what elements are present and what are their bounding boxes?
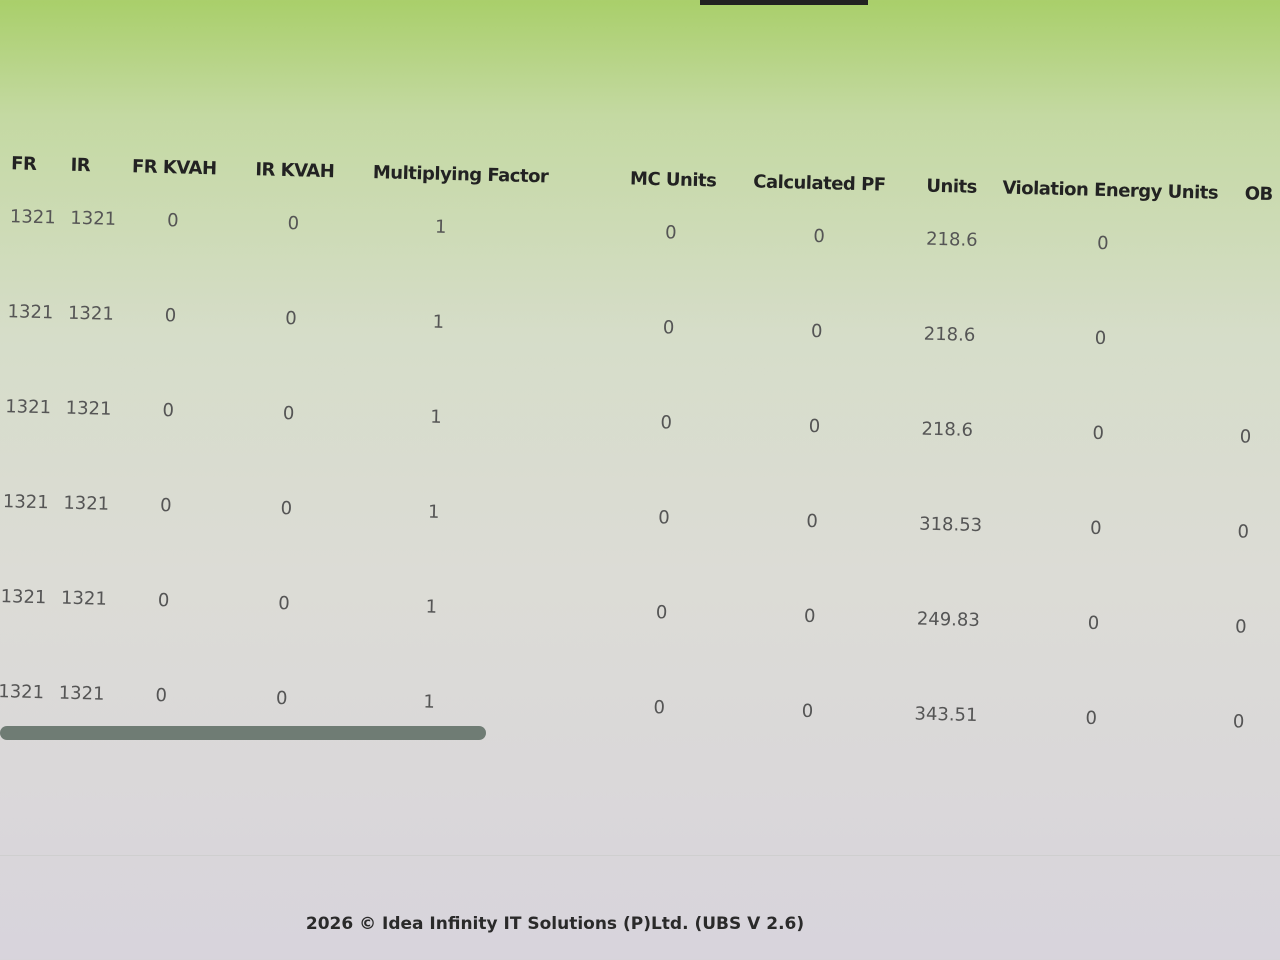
table-cell: 1321 (65, 397, 112, 420)
table-cell: 1321 (2, 491, 49, 514)
table-cell: 249.83 (916, 608, 981, 632)
table-cell: 0 (278, 592, 291, 615)
top-bar (700, 0, 868, 5)
column-header[interactable]: Calculated PF (753, 170, 886, 196)
column-header[interactable]: IR KVAH (255, 158, 335, 182)
table-cell: 0 (655, 602, 668, 624)
table-cell: 1321 (0, 681, 45, 704)
table-cell: 1321 (63, 492, 110, 515)
table-cell: 1 (430, 406, 443, 428)
table-cell: 1321 (9, 206, 56, 229)
table-cell: 0 (1087, 612, 1100, 635)
table-cell: 0 (159, 495, 172, 517)
table-cell: 0 (285, 308, 297, 330)
column-header[interactable]: Multiplying Factor (372, 161, 549, 187)
column-header[interactable]: Violation Energy Units (1002, 177, 1219, 204)
column-header[interactable]: FR KVAH (131, 155, 217, 179)
table-cell: 0 (803, 605, 816, 628)
table-cell: 1321 (67, 302, 115, 325)
table-cell: 1321 (4, 396, 52, 419)
column-header[interactable]: IR (70, 154, 91, 176)
table-cell: 0 (664, 222, 677, 244)
table-cell: 0 (155, 684, 168, 707)
table-cell: 0 (653, 697, 666, 719)
table-cell: 0 (1239, 426, 1252, 448)
table-cell: 1 (427, 501, 440, 523)
table-cell: 0 (813, 225, 826, 248)
table-cell: 1 (434, 216, 447, 238)
table-cell: 1321 (60, 587, 108, 610)
table-cell: 1321 (7, 301, 54, 324)
table-cell: 1321 (58, 682, 105, 705)
table-cell: 0 (810, 320, 823, 343)
table-cell: 0 (157, 590, 170, 612)
table-cell: 0 (657, 507, 670, 529)
table-cell: 0 (808, 415, 821, 438)
table-cell: 0 (1232, 711, 1245, 733)
table-cell: 0 (1096, 232, 1109, 255)
table-cell: 0 (280, 497, 293, 520)
table-cell: 0 (166, 210, 179, 232)
table-cell: 0 (806, 510, 819, 533)
table-cell: 0 (1085, 707, 1098, 729)
table-cell: 0 (1234, 616, 1247, 638)
column-header[interactable]: MC Units (629, 167, 717, 192)
table-cell: 1321 (0, 586, 47, 609)
table-cell: 0 (660, 412, 673, 434)
table-cell: 1 (432, 311, 445, 333)
table-cell: 0 (662, 317, 675, 339)
table-cell: 0 (287, 213, 300, 235)
table-cell: 0 (282, 403, 295, 425)
column-header[interactable]: Units (926, 175, 978, 198)
table-cell (1239, 321, 1280, 417)
table-cell: 218.6 (921, 418, 974, 441)
horizontal-scrollbar[interactable] (0, 726, 486, 740)
table-cell: 218.6 (923, 323, 976, 346)
footer-copyright: 2026 © Idea Infinity IT Solutions (P)Ltd… (305, 914, 805, 934)
data-table: FR IR FR KVAH IR KVAH Multiplying Factor MC U… (0, 130, 1280, 798)
table-cell: 0 (164, 305, 177, 327)
table-cell: 0 (1094, 327, 1107, 350)
table-cell: 0 (1092, 422, 1105, 445)
table-cell: 1321 (70, 207, 117, 230)
column-header[interactable]: FR (10, 152, 37, 175)
table-cell: 0 (801, 700, 814, 723)
column-header[interactable]: OB P (1244, 182, 1280, 205)
table-cell: 0 (1237, 521, 1250, 543)
table-cell: 218.6 (925, 228, 978, 251)
table-cell: 318.53 (918, 513, 983, 537)
table-cell: 0 (162, 400, 175, 422)
data-table-container: FR IR FR KVAH IR KVAH Multiplying Factor MC U… (0, 130, 1280, 798)
table-cell: 1 (425, 596, 438, 618)
table-cell (1242, 226, 1280, 322)
footer-divider (0, 855, 1280, 856)
table-cell: 343.51 (914, 703, 978, 727)
table-cell: 0 (1089, 517, 1102, 540)
